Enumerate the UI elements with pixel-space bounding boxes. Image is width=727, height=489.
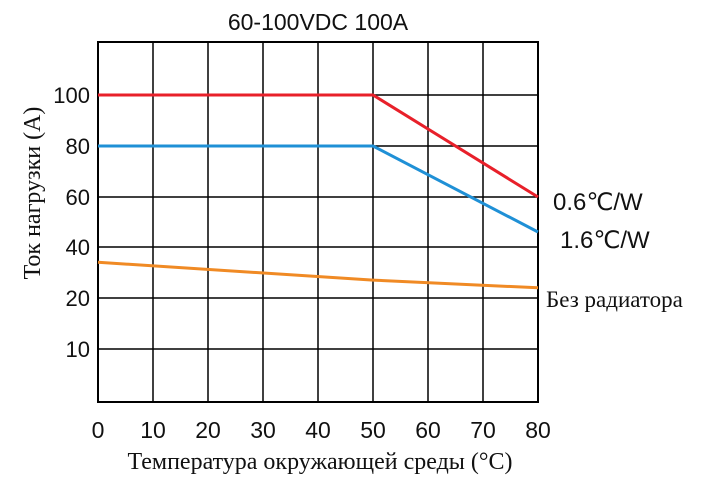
y-tick-label: 80 [66, 134, 90, 159]
x-tick-label: 50 [360, 417, 386, 443]
series-label-2: 1.6℃/W [560, 227, 650, 254]
x-tick-label: 10 [140, 417, 166, 443]
x-tick-labels: 0 10 20 30 40 50 60 70 80 [92, 417, 551, 443]
x-tick-label: 80 [525, 417, 551, 443]
x-tick-label: 60 [415, 417, 441, 443]
plot-frame [97, 41, 539, 403]
x-tick-label: 40 [305, 417, 331, 443]
series-line-2 [98, 144, 539, 234]
y-tick-label: 20 [66, 286, 90, 311]
y-tick-labels: 10 20 40 60 80 100 [53, 83, 90, 362]
y-tick-label: 40 [66, 235, 90, 260]
y-axis-label: Ток нагрузки (A) [20, 107, 46, 280]
x-tick-label: 30 [250, 417, 276, 443]
y-tick-label: 60 [66, 185, 90, 210]
chart-series [97, 93, 539, 290]
chart-title: 60-100VDC 100A [228, 9, 409, 35]
series-labels: 0.6℃/W 1.6℃/W Без радиатора [546, 189, 683, 312]
series-line-1 [98, 93, 539, 199]
x-tick-label: 0 [92, 417, 105, 443]
series-label-3: Без радиатора [546, 287, 683, 312]
y-tick-label: 10 [66, 337, 90, 362]
x-tick-label: 20 [195, 417, 221, 443]
series-label-1: 0.6℃/W [553, 189, 643, 216]
x-axis-label: Температура окружающей среды (°C) [127, 449, 512, 475]
series-line-3 [97, 260, 539, 290]
x-tick-label: 70 [470, 417, 496, 443]
y-tick-label: 100 [53, 83, 90, 108]
